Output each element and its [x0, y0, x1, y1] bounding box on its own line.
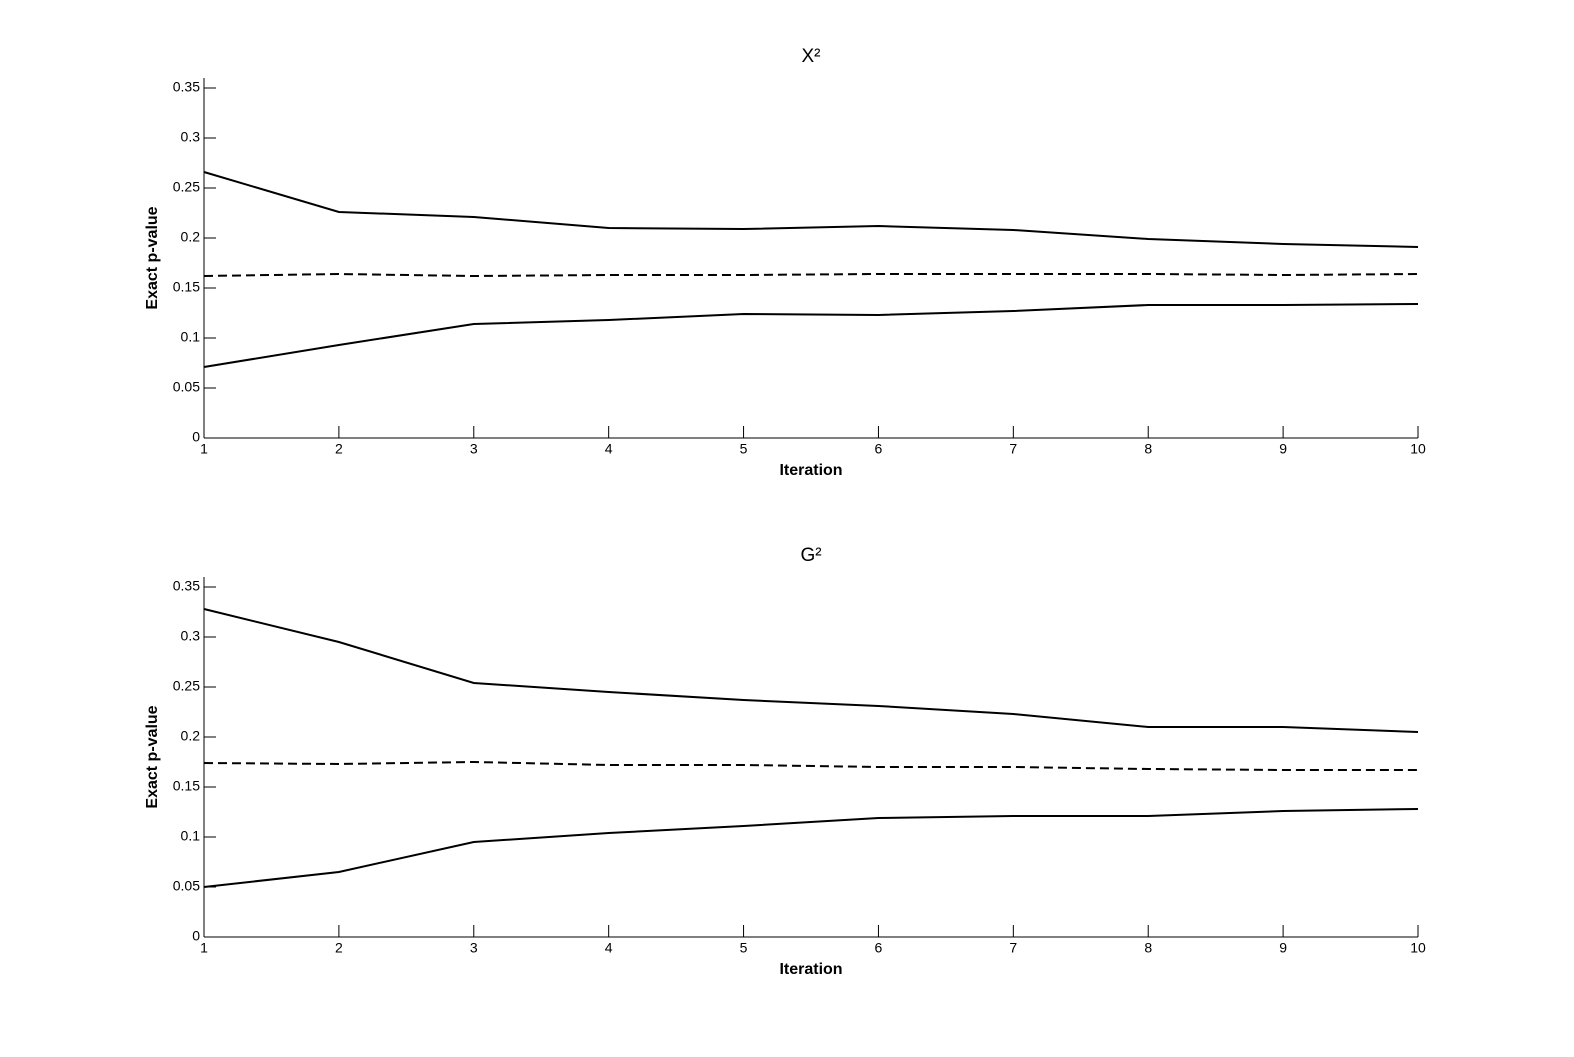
x-tick-label: 4 — [605, 940, 613, 956]
chart-title: X² — [802, 46, 821, 67]
y-tick-label: 0.3 — [181, 628, 201, 644]
x-tick-label: 5 — [740, 940, 748, 956]
y-tick-label: 0.35 — [173, 79, 200, 95]
x-tick-label: 4 — [605, 441, 613, 457]
y-tick-label: 0.15 — [173, 778, 200, 794]
y-tick-label: 0 — [192, 928, 200, 944]
y-tick-label: 0.3 — [181, 129, 201, 145]
x-tick-label: 2 — [335, 940, 343, 956]
x-axis-label: Iteration — [779, 961, 842, 978]
x-tick-label: 3 — [470, 441, 478, 457]
x-tick-label: 8 — [1144, 940, 1152, 956]
y-axis-label: Exact p-value — [144, 206, 161, 309]
x-tick-label: 8 — [1144, 441, 1152, 457]
series-line — [203, 171, 1419, 248]
series-line — [203, 303, 1419, 368]
y-tick-label: 0.25 — [173, 678, 200, 694]
y-tick-label: 0.2 — [181, 229, 201, 245]
x-tick-label: 6 — [875, 940, 883, 956]
y-tick-label: 0 — [192, 429, 200, 445]
x-tick-label: 7 — [1009, 940, 1017, 956]
x-tick-label: 7 — [1009, 441, 1017, 457]
x-tick-label: 10 — [1410, 441, 1426, 457]
y-tick-label: 0.2 — [181, 728, 201, 744]
series-line — [203, 808, 1419, 888]
x-tick-label: 10 — [1410, 940, 1426, 956]
x-tick-label: 1 — [200, 940, 208, 956]
y-axis-label: Exact p-value — [144, 705, 161, 808]
x-tick-label: 9 — [1279, 441, 1287, 457]
x-tick-label: 9 — [1279, 940, 1287, 956]
y-tick-label: 0.1 — [181, 828, 201, 844]
x-axis-label: Iteration — [779, 462, 842, 479]
y-tick-label: 0.15 — [173, 279, 200, 295]
x-tick-label: 5 — [740, 441, 748, 457]
y-tick-label: 0.05 — [173, 379, 200, 395]
series-line — [203, 608, 1419, 733]
y-tick-label: 0.35 — [173, 578, 200, 594]
y-tick-label: 0.05 — [173, 878, 200, 894]
chart-title: G² — [800, 545, 821, 566]
x-tick-label: 6 — [875, 441, 883, 457]
series-line — [203, 272, 1419, 278]
series-line — [203, 760, 1418, 771]
x-tick-label: 1 — [200, 441, 208, 457]
x-tick-label: 3 — [470, 940, 478, 956]
y-tick-label: 0.25 — [173, 179, 200, 195]
x-tick-label: 2 — [335, 441, 343, 457]
y-tick-label: 0.1 — [181, 329, 201, 345]
